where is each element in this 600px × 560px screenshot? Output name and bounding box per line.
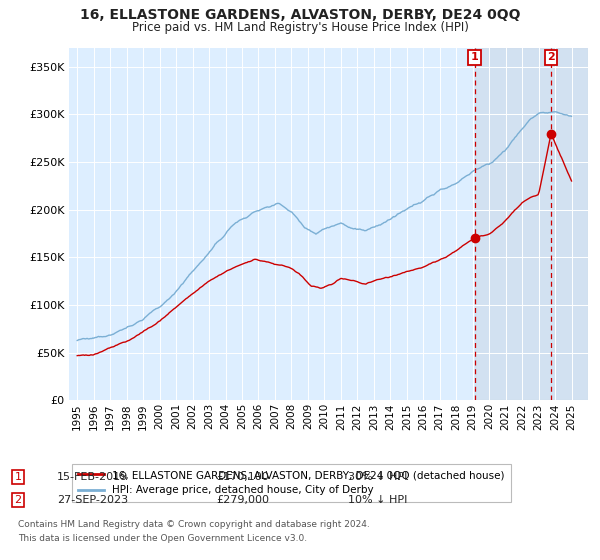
Text: 16, ELLASTONE GARDENS, ALVASTON, DERBY, DE24 0QQ: 16, ELLASTONE GARDENS, ALVASTON, DERBY, … — [80, 8, 520, 22]
Legend: 16, ELLASTONE GARDENS, ALVASTON, DERBY, DE24 0QQ (detached house), HPI: Average : 16, ELLASTONE GARDENS, ALVASTON, DERBY, … — [71, 464, 511, 502]
Text: £279,000: £279,000 — [216, 495, 269, 505]
Text: 1: 1 — [14, 472, 22, 482]
Text: 30% ↓ HPI: 30% ↓ HPI — [348, 472, 407, 482]
Text: Price paid vs. HM Land Registry's House Price Index (HPI): Price paid vs. HM Land Registry's House … — [131, 21, 469, 34]
Text: 1: 1 — [471, 53, 479, 62]
Text: 15-FEB-2019: 15-FEB-2019 — [57, 472, 128, 482]
Text: 27-SEP-2023: 27-SEP-2023 — [57, 495, 128, 505]
Text: £170,100: £170,100 — [216, 472, 269, 482]
Text: 2: 2 — [547, 53, 555, 62]
Text: This data is licensed under the Open Government Licence v3.0.: This data is licensed under the Open Gov… — [18, 534, 307, 543]
Text: 2: 2 — [14, 495, 22, 505]
Text: Contains HM Land Registry data © Crown copyright and database right 2024.: Contains HM Land Registry data © Crown c… — [18, 520, 370, 529]
Bar — [475, 48, 588, 400]
Text: 10% ↓ HPI: 10% ↓ HPI — [348, 495, 407, 505]
